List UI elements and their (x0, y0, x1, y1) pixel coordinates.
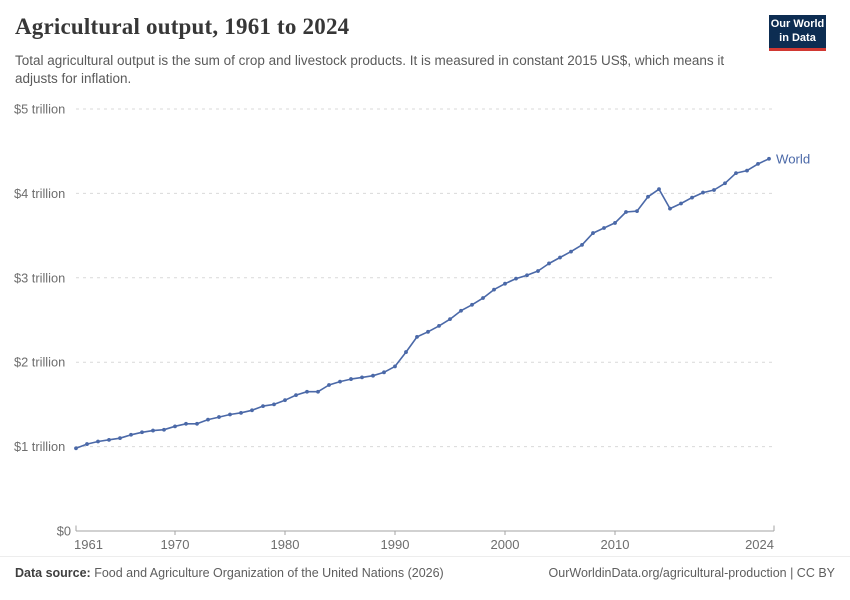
data-point[interactable] (668, 206, 672, 211)
x-axis-label: 1961 (74, 537, 103, 552)
data-point[interactable] (173, 424, 177, 429)
data-source-text: Food and Agriculture Organization of the… (90, 566, 444, 580)
x-axis-label: 1990 (381, 537, 410, 552)
data-point[interactable] (118, 436, 122, 441)
data-point[interactable] (228, 412, 232, 417)
data-point[interactable] (602, 226, 606, 230)
data-point[interactable] (371, 373, 375, 378)
data-point[interactable] (624, 210, 628, 214)
data-point[interactable] (74, 446, 78, 451)
data-point[interactable] (162, 427, 166, 432)
data-point[interactable] (272, 402, 276, 407)
data-point[interactable] (239, 410, 243, 415)
data-point[interactable] (525, 273, 529, 278)
data-point[interactable] (217, 415, 221, 419)
data-point[interactable] (283, 398, 287, 403)
data-point[interactable] (206, 417, 210, 422)
series-line-world[interactable] (75, 158, 770, 450)
data-point[interactable] (657, 187, 661, 192)
data-point[interactable] (360, 375, 364, 380)
data-point[interactable] (426, 329, 430, 334)
data-point[interactable] (107, 437, 111, 442)
data-point[interactable] (437, 324, 441, 328)
y-axis-label-zero: $0 (57, 524, 71, 539)
data-point[interactable] (338, 379, 342, 384)
data-point[interactable] (745, 168, 749, 173)
line-chart[interactable]: $0 $1 trillion $2 trillion $3 trillion $4 tr… (0, 0, 850, 556)
data-point[interactable] (569, 249, 573, 254)
data-point[interactable] (580, 242, 584, 247)
data-point[interactable] (591, 231, 595, 235)
y-axis-label: $4 trillion (14, 186, 65, 201)
data-point[interactable] (294, 393, 298, 398)
data-point[interactable] (415, 334, 419, 339)
x-axis-label: 2000 (491, 537, 520, 552)
x-axis-label: 2024 (745, 537, 774, 552)
data-point[interactable] (481, 296, 485, 300)
data-point[interactable] (140, 430, 144, 435)
data-point[interactable] (349, 377, 353, 381)
data-point[interactable] (305, 389, 309, 394)
data-point[interactable] (393, 364, 397, 369)
data-point[interactable] (327, 383, 331, 387)
data-point[interactable] (679, 201, 683, 206)
data-point[interactable] (492, 287, 496, 292)
data-point[interactable] (316, 389, 320, 394)
data-point[interactable] (459, 308, 463, 313)
data-point[interactable] (85, 442, 89, 446)
data-point[interactable] (514, 276, 518, 281)
data-point[interactable] (547, 261, 551, 266)
data-point[interactable] (690, 195, 694, 200)
data-point[interactable] (184, 421, 188, 426)
data-point[interactable] (382, 370, 386, 375)
footer-link[interactable]: OurWorldinData.org/agricultural-producti… (548, 566, 835, 580)
data-point[interactable] (723, 181, 727, 186)
y-axis-label: $2 trillion (14, 355, 65, 370)
data-point[interactable] (635, 209, 639, 214)
data-point[interactable] (767, 156, 771, 161)
chart-subtitle: Total agricultural output is the sum of … (15, 53, 725, 87)
data-source-label: Data source: (15, 566, 91, 580)
page-title: Agricultural output, 1961 to 2024 (15, 14, 350, 39)
owid-logo: Our World in Data (769, 15, 826, 51)
x-axis-label: 2010 (601, 537, 630, 552)
data-point[interactable] (756, 161, 760, 166)
owid-logo-line1: Our World (770, 17, 825, 30)
data-point[interactable] (646, 194, 650, 199)
data-source-note: Data source: Food and Agriculture Organi… (15, 566, 444, 580)
owid-logo-line2: in Data (779, 31, 816, 44)
data-point[interactable] (613, 221, 617, 225)
data-point[interactable] (503, 281, 507, 286)
data-point[interactable] (470, 302, 474, 307)
data-point[interactable] (129, 432, 133, 437)
y-axis-label: $3 trillion (14, 270, 65, 285)
series-label-world: World (776, 151, 810, 166)
data-point[interactable] (151, 428, 155, 433)
data-point[interactable] (536, 269, 540, 273)
y-axis-label: $1 trillion (14, 439, 65, 454)
data-point[interactable] (448, 317, 452, 322)
data-point[interactable] (558, 255, 562, 260)
x-axis-label: 1980 (271, 537, 300, 552)
x-axis-label: 1970 (161, 537, 190, 552)
data-point[interactable] (195, 421, 199, 426)
data-point[interactable] (404, 350, 408, 354)
data-point[interactable] (712, 188, 716, 192)
footer-divider (0, 556, 850, 557)
data-point[interactable] (734, 171, 738, 176)
data-point[interactable] (250, 408, 254, 413)
data-point[interactable] (261, 404, 265, 408)
data-point[interactable] (701, 190, 705, 195)
y-axis-label: $5 trillion (14, 102, 65, 117)
data-point[interactable] (96, 439, 100, 444)
